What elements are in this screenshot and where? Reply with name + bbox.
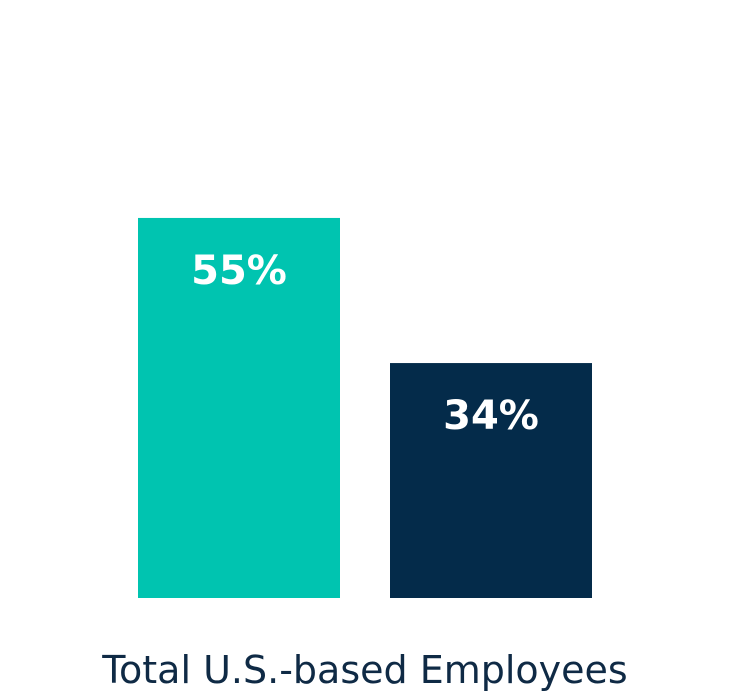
x-category-label: Total U.S.-based Employees xyxy=(101,648,627,692)
bar-1-value-label: 55% xyxy=(191,248,287,294)
bar-2-value-label: 34% xyxy=(443,393,539,439)
bar-1 xyxy=(138,217,340,598)
data-labels-group: 55% 34% xyxy=(191,248,539,439)
bar-2 xyxy=(390,363,592,598)
bars-group xyxy=(138,217,592,598)
